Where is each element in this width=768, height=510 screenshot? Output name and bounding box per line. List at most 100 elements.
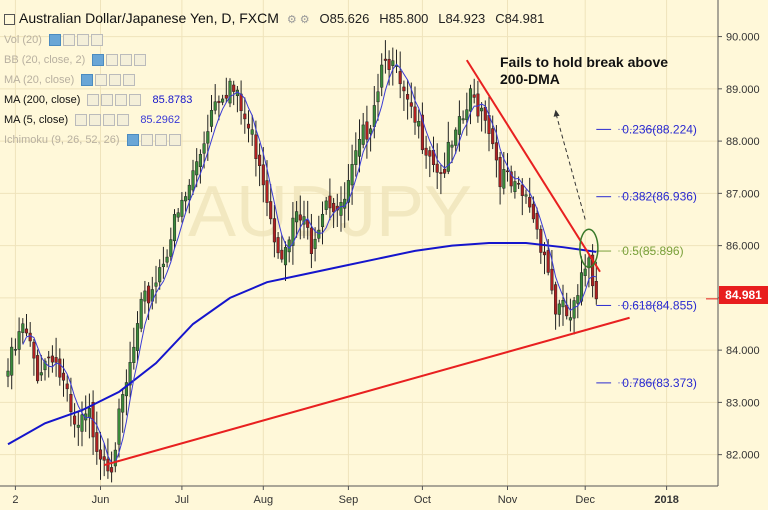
close-icon[interactable]: [129, 94, 142, 107]
indicator-ma200[interactable]: MA (200, close) 85.8783: [4, 90, 334, 110]
candle-body: [209, 110, 214, 127]
candle-body: [139, 298, 143, 329]
indicator-buttons[interactable]: [81, 70, 137, 90]
fib-levels: 0.236(88.224) 0.382(86.936) 0.5(85.896) 0.6…: [596, 122, 697, 390]
plus-icon[interactable]: [154, 134, 167, 147]
candle-body: [480, 107, 484, 112]
ohlc-open: O85.626: [319, 11, 370, 26]
chart-title: Australian Dollar/Japanese Yen, D, FXCM: [19, 10, 279, 26]
x-tick-label: Sep: [339, 494, 359, 506]
trendlines: [103, 59, 630, 467]
candle-body: [135, 323, 140, 351]
candle-body: [58, 358, 62, 378]
close-icon[interactable]: [123, 74, 136, 87]
eye-icon[interactable]: [48, 34, 61, 47]
candle-body: [265, 180, 269, 203]
eye-icon[interactable]: [81, 74, 94, 87]
candle-body: [557, 303, 561, 315]
plus-icon[interactable]: [76, 34, 89, 47]
plus-icon[interactable]: [109, 74, 122, 87]
candle-body: [439, 172, 443, 174]
candle-body: [98, 449, 103, 460]
indicator-ma5[interactable]: MA (5, close) 85.2962: [4, 110, 334, 130]
eye-icon[interactable]: [87, 94, 100, 107]
y-tick-label: 87.000: [726, 188, 760, 200]
indicator-buttons[interactable]: [48, 30, 105, 50]
candle-body: [320, 213, 325, 228]
indicator-bb[interactable]: BB (20, close, 2): [4, 50, 334, 70]
candle-body: [324, 200, 328, 210]
candle-body: [406, 94, 410, 100]
trendline: [103, 316, 630, 467]
indicator-ichimoku[interactable]: Ichimoku (9, 26, 52, 26): [4, 130, 334, 150]
annotation-marks: [553, 109, 718, 300]
highlight-circle: [579, 228, 599, 268]
candle-body: [491, 128, 495, 145]
candle-body: [154, 282, 158, 287]
candle-body: [124, 382, 128, 397]
collapse-toggle[interactable]: [4, 13, 15, 25]
candles: [6, 40, 598, 483]
candle-body: [76, 424, 80, 428]
candle-body: [339, 202, 343, 216]
candle-body: [398, 71, 402, 85]
candle-body: [202, 143, 206, 154]
candle-body: [443, 168, 447, 174]
indicator-ma20[interactable]: MA (20, close): [4, 70, 334, 90]
candle-body: [50, 355, 54, 363]
candle-body: [531, 203, 535, 220]
candle-body: [387, 58, 391, 70]
indicator-buttons[interactable]: [126, 130, 183, 150]
candle-body: [24, 328, 29, 334]
candle-body: [224, 94, 228, 99]
ohlc-low: L84.923: [438, 11, 486, 26]
grid: [0, 0, 718, 486]
settings-icon[interactable]: [106, 54, 119, 67]
eye-icon[interactable]: [92, 54, 105, 67]
eye-icon[interactable]: [75, 114, 88, 127]
indicator-label: MA (5, close): [4, 114, 69, 126]
close-icon[interactable]: [90, 34, 103, 47]
x-tick-label: Jul: [175, 494, 189, 506]
candle-body: [43, 360, 47, 371]
eye-icon[interactable]: [126, 134, 139, 147]
moving-averages: [7, 63, 597, 464]
candle-body: [176, 212, 180, 218]
close-icon[interactable]: [134, 54, 147, 67]
settings-icon[interactable]: [95, 74, 108, 87]
candle-body: [346, 180, 350, 203]
indicator-buttons[interactable]: [92, 50, 148, 70]
last-price-tag: 84.981: [719, 286, 768, 304]
close-icon[interactable]: [168, 134, 181, 147]
candle-body: [576, 295, 580, 304]
candle-body: [446, 141, 450, 172]
candle-body: [535, 213, 539, 230]
title-settings-icons[interactable]: ⚙ ⚙: [286, 14, 310, 26]
settings-icon[interactable]: [140, 134, 153, 147]
indicator-buttons[interactable]: [87, 90, 143, 110]
candle-body: [180, 199, 184, 217]
candle-body: [221, 98, 225, 103]
plus-icon[interactable]: [115, 94, 128, 107]
plus-icon[interactable]: [103, 114, 116, 127]
candle-body: [524, 194, 528, 197]
candle-body: [594, 281, 598, 300]
candle-body: [306, 219, 310, 228]
x-tick-label: Nov: [498, 494, 518, 506]
settings-icon[interactable]: [62, 34, 75, 47]
settings-icon[interactable]: [89, 114, 102, 127]
indicator-buttons[interactable]: [75, 110, 131, 130]
fib-label: 0.382(86.936): [622, 190, 697, 204]
close-icon[interactable]: [117, 114, 130, 127]
settings-icon[interactable]: [101, 94, 114, 107]
indicator-vol[interactable]: Vol (20): [4, 30, 334, 50]
candle-body: [132, 346, 136, 363]
candle-body: [417, 121, 421, 127]
candle-body: [172, 214, 177, 242]
candle-body: [69, 393, 73, 412]
candle-body: [413, 106, 417, 123]
candle-body: [298, 214, 302, 221]
plus-icon[interactable]: [120, 54, 133, 67]
candle-body: [376, 91, 380, 103]
